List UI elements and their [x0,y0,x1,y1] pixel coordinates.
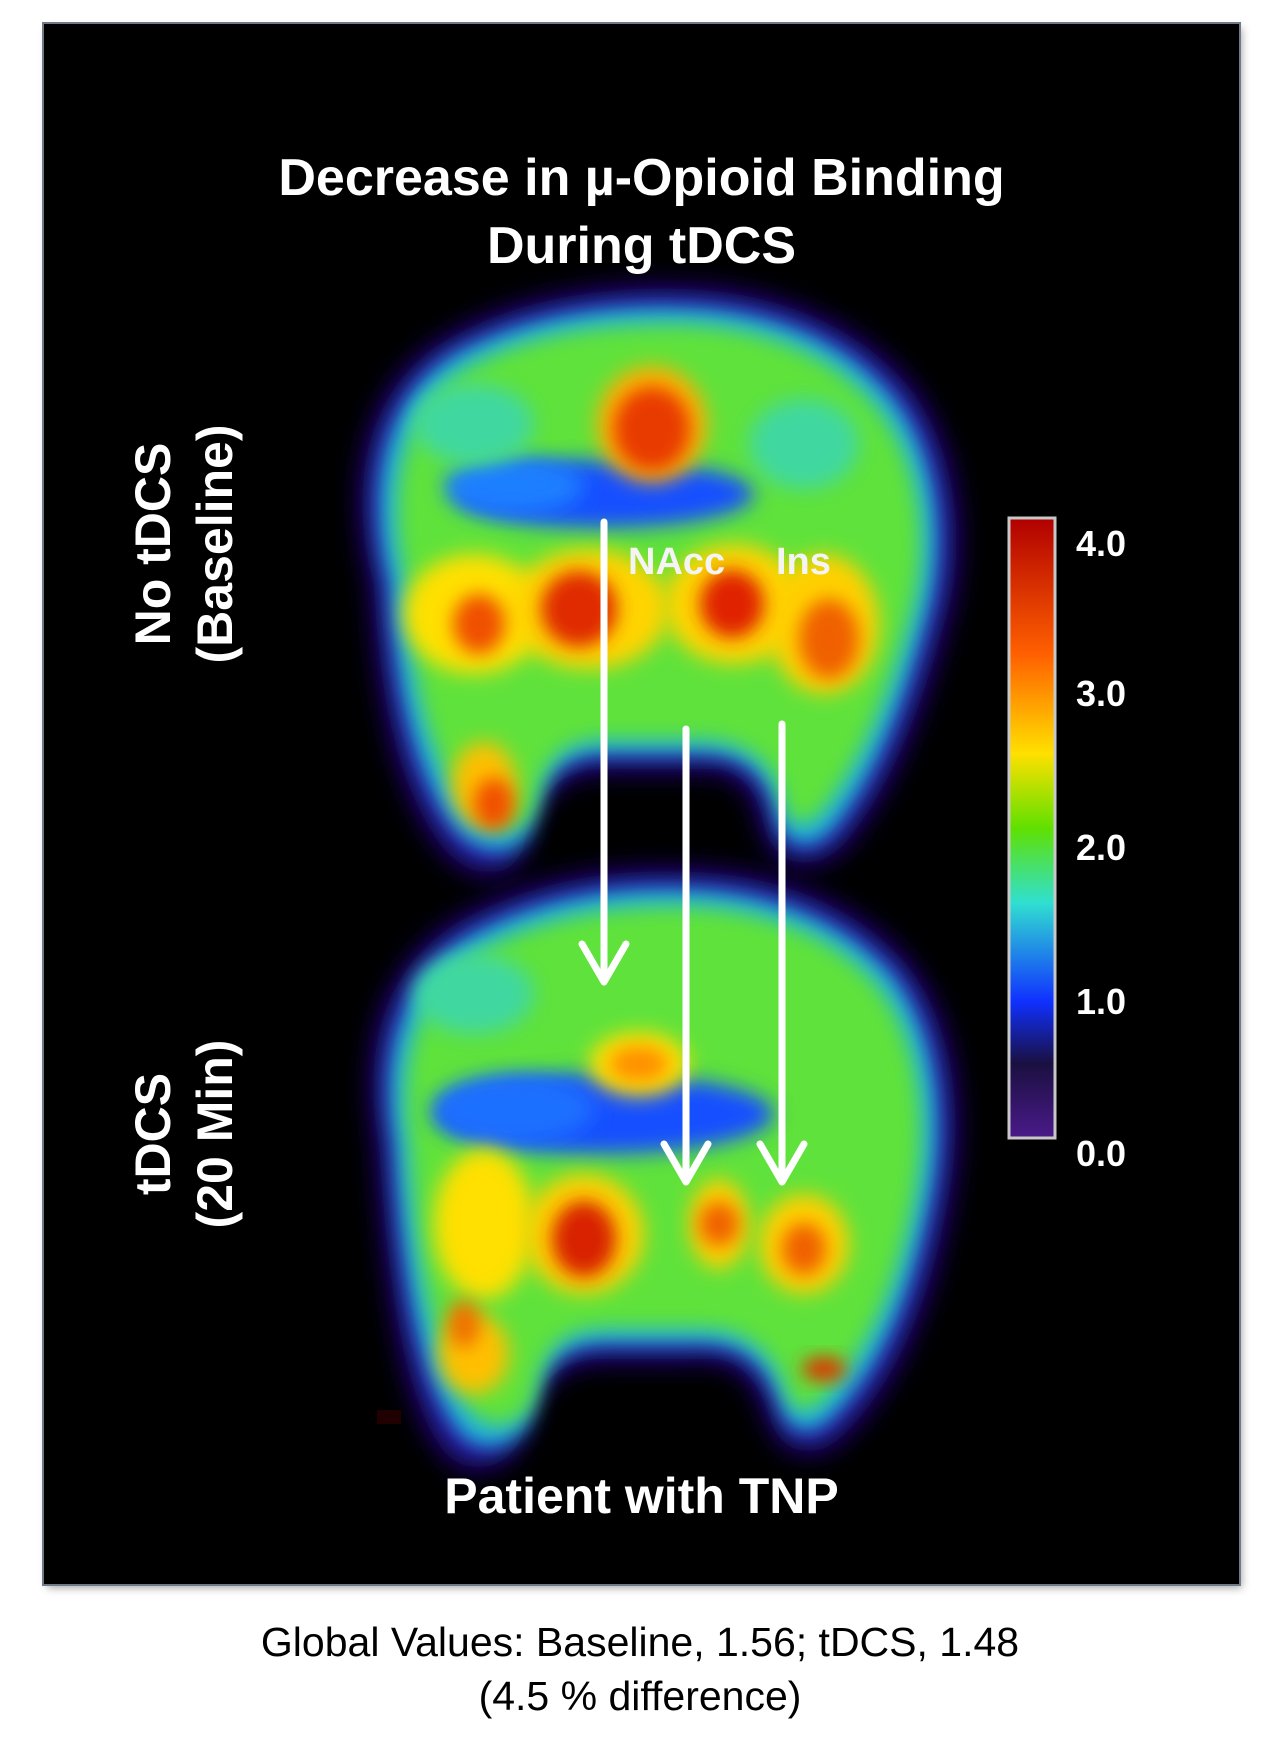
tdcs-row-label-line-1: tDCS [125,1072,181,1196]
brain-scans-graphic [362,288,1057,1468]
colorbar-tick-0: 0.0 [1076,1133,1127,1174]
baseline-row-label: No tDCS (Baseline) [122,425,246,664]
region-label-nacc: NAcc [628,541,726,583]
figure-title-line-2: During tDCS [486,217,797,275]
baseline-brain-scan [362,288,957,873]
region-label-ins: Ins [776,541,831,583]
caption-line-1: Global Values: Baseline, 1.56; tDCS, 1.4… [260,1619,1020,1665]
tdcs-row-label: tDCS (20 Min) [122,1040,246,1229]
colorbar [1007,516,1057,1140]
baseline-row-label-line-1: No tDCS [125,442,181,646]
patient-label: Patient with TNP [444,1468,839,1524]
pet-figure-panel: Decrease in µ-Opioid Binding During tDCS… [44,24,1239,1584]
global-values-caption: Global Values: Baseline, 1.56; tDCS, 1.4… [0,1615,1280,1723]
colorbar-gradient [1007,516,1057,1140]
tdcs-row-label-line-2: (20 Min) [187,1039,243,1229]
colorbar-tick-4: 4.0 [1076,523,1127,564]
colorbar-tick-1: 1.0 [1076,981,1127,1022]
colorbar-tick-3: 3.0 [1076,673,1127,714]
arrows [578,518,808,1186]
colorbar-tick-2: 2.0 [1076,827,1127,868]
tdcs-brain-scan [373,871,956,1468]
baseline-row-label-line-2: (Baseline) [187,424,243,664]
caption-line-2: (4.5 % difference) [478,1673,802,1719]
figure-title-line-1: Decrease in µ-Opioid Binding [278,149,1005,207]
